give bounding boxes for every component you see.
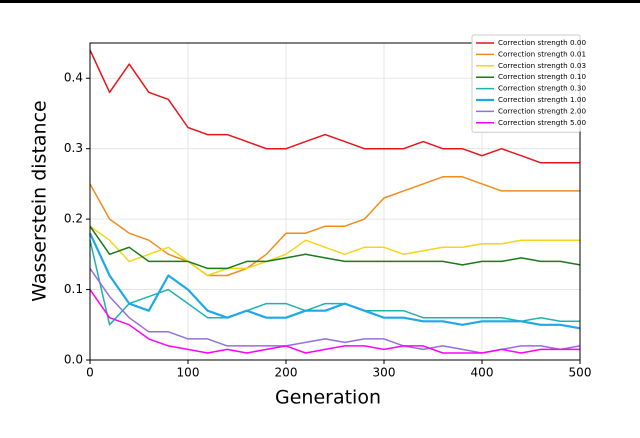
legend-label: Correction strength 0.03 bbox=[498, 61, 586, 70]
top-rule bbox=[0, 0, 640, 3]
legend-box bbox=[471, 34, 581, 133]
plot-frame bbox=[89, 42, 581, 361]
x-tick-label: 400 bbox=[471, 366, 494, 380]
series-line bbox=[89, 289, 580, 354]
series-line bbox=[89, 232, 581, 330]
legend-label: Correction strength 0.30 bbox=[498, 84, 586, 93]
legend-label: Correction strength 2.00 bbox=[498, 106, 586, 115]
x-tick-label: 500 bbox=[569, 366, 592, 380]
legend-label: Correction strength 1.00 bbox=[498, 95, 586, 104]
x-tick-label: 200 bbox=[275, 366, 298, 380]
legend-label: Correction strength 5.00 bbox=[498, 118, 586, 127]
x-tick-label: 300 bbox=[373, 366, 396, 380]
legend-label: Correction strength 0.00 bbox=[498, 38, 586, 47]
series-line bbox=[89, 176, 580, 277]
y-tick-label: 0.1 bbox=[64, 282, 83, 296]
legend-label: Correction strength 0.01 bbox=[498, 49, 586, 58]
y-axis-label: Wasserstein distance bbox=[29, 100, 51, 301]
y-tick-label: 0.0 bbox=[64, 353, 83, 367]
y-tick-label: 0.3 bbox=[64, 141, 83, 155]
series-line bbox=[89, 267, 581, 354]
y-tick-label: 0.4 bbox=[64, 71, 83, 85]
series-line bbox=[89, 225, 581, 270]
series-line bbox=[89, 49, 580, 164]
legend-label: Correction strength 0.10 bbox=[498, 72, 586, 81]
series-line bbox=[89, 240, 580, 326]
y-tick-label: 0.2 bbox=[64, 212, 83, 226]
x-axis-label: Generation bbox=[275, 387, 381, 409]
series-line bbox=[89, 225, 580, 277]
x-tick-label: 0 bbox=[86, 366, 94, 380]
x-tick-label: 100 bbox=[177, 366, 200, 380]
